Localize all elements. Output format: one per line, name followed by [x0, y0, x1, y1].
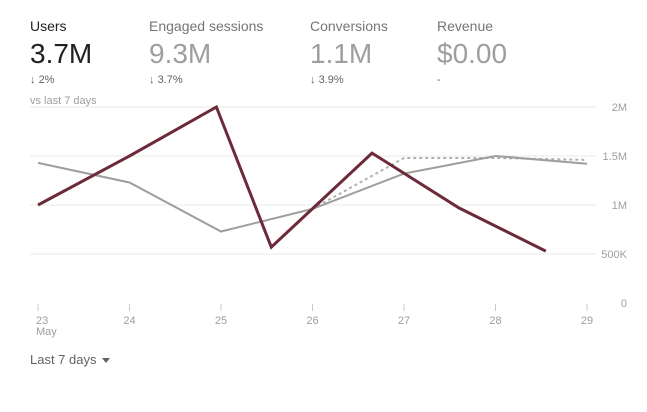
date-range-selector[interactable]: Last 7 days	[30, 352, 110, 367]
metric-value: 9.3M	[149, 38, 212, 69]
metric-value: 3.7M	[30, 38, 93, 69]
x-tick-label: 25	[215, 315, 227, 327]
metric-label: Engaged sessions	[149, 18, 264, 34]
metric-change: -	[437, 74, 441, 86]
y-tick-label: 500K	[601, 249, 627, 261]
caret-down-icon	[101, 358, 110, 364]
arrow-down-icon: ↓	[149, 74, 155, 86]
y-tick-label: 1.5M	[603, 151, 627, 163]
metric-tabs: Users 3.7M ↓ 2% Engaged sessions 9.3M ↓ …	[30, 18, 630, 98]
metric-change: ↓ 3.9%	[310, 74, 344, 86]
metric-change: ↓ 3.7%	[149, 74, 183, 86]
x-tick-label: 23	[36, 315, 48, 327]
metric-value: $0.00	[437, 38, 508, 69]
x-tick-label: 27	[398, 315, 410, 327]
metric-conversions[interactable]: Conversions 1.1M ↓ 3.9%	[310, 18, 388, 86]
metric-label: Users	[30, 18, 67, 34]
x-tick-label: 28	[489, 315, 501, 327]
arrow-down-icon: ↓	[30, 74, 36, 86]
metric-revenue[interactable]: Revenue $0.00 -	[437, 18, 507, 86]
x-tick-label: 24	[123, 315, 135, 327]
metric-engaged-sessions[interactable]: Engaged sessions 9.3M ↓ 3.7%	[149, 18, 263, 86]
comparison-label: vs last 7 days	[30, 95, 97, 107]
y-tick-label: 1M	[612, 200, 627, 212]
metric-label: Revenue	[437, 18, 494, 34]
metric-label: Conversions	[310, 18, 388, 34]
arrow-down-icon: ↓	[310, 74, 316, 86]
x-month-label: May	[36, 326, 57, 338]
x-tick-label: 29	[581, 315, 593, 327]
date-range-label: Last 7 days	[30, 352, 97, 367]
metric-users[interactable]: Users 3.7M ↓ 2%	[30, 18, 92, 86]
x-tick-label: 26	[306, 315, 318, 327]
metric-value: 1.1M	[310, 38, 373, 69]
series-line-previous	[37, 154, 588, 233]
y-tick-label: 2M	[612, 102, 627, 114]
series-line-current	[37, 104, 547, 253]
y-tick-label: 0	[621, 298, 627, 310]
metric-change: ↓ 2%	[30, 74, 55, 86]
